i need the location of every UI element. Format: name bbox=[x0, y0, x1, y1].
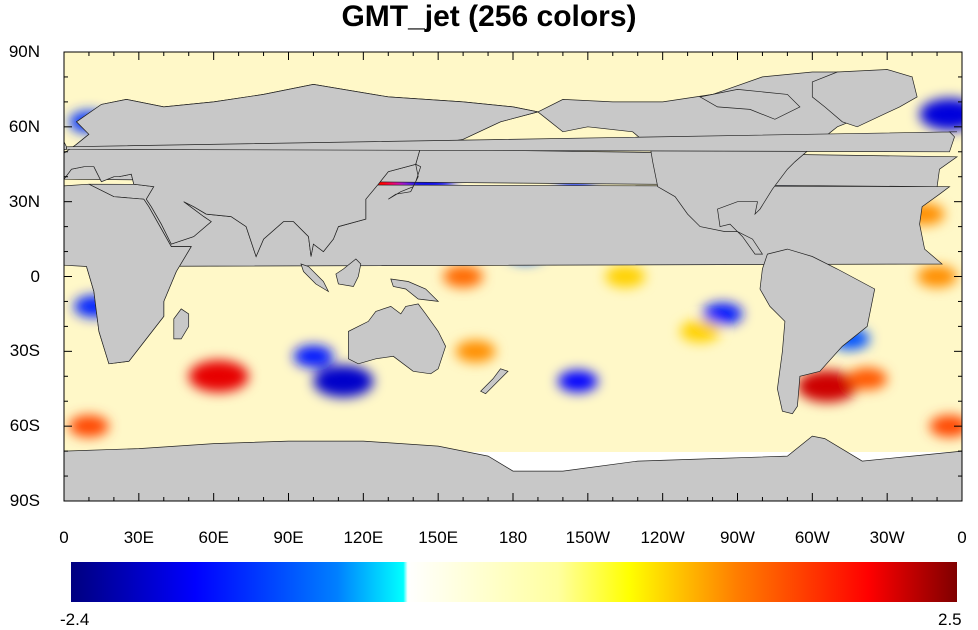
land-africa-wrap bbox=[64, 183, 192, 365]
anomaly-blob bbox=[293, 345, 334, 368]
land-borneo bbox=[335, 258, 362, 287]
land-new-guinea bbox=[390, 278, 440, 302]
lon-label: 90W bbox=[720, 528, 755, 547]
lat-label: 60S bbox=[9, 416, 40, 436]
lon-label: 0 bbox=[59, 528, 69, 547]
lon-label: 30E bbox=[123, 528, 154, 547]
land-sumatra bbox=[300, 263, 330, 293]
chart-title: GMT_jet (256 colors) bbox=[341, 0, 637, 33]
lon-label: 150W bbox=[565, 528, 611, 547]
anomaly-blob bbox=[702, 302, 743, 325]
land-masses bbox=[64, 69, 962, 501]
lat-label: 90S bbox=[9, 491, 40, 510]
land-eurasia-wrap bbox=[64, 84, 538, 258]
anomaly-blob bbox=[557, 370, 598, 393]
lat-label: 60N bbox=[8, 116, 40, 136]
land-north-america bbox=[537, 71, 913, 255]
lat-label: 90N bbox=[8, 42, 40, 61]
lon-label: 180 bbox=[498, 528, 528, 547]
anomaly-blob bbox=[605, 265, 646, 288]
anomaly-blob bbox=[443, 265, 484, 288]
colorbar-gradient bbox=[71, 562, 957, 602]
anomaly-blob bbox=[313, 365, 374, 398]
land-baffin-archipelago bbox=[699, 89, 801, 120]
anomaly-blob bbox=[680, 320, 721, 343]
axis-ticks bbox=[63, 51, 963, 502]
land-south-america bbox=[759, 248, 876, 415]
land-australia bbox=[348, 303, 446, 375]
land-antarctica bbox=[64, 435, 962, 501]
land-greenland bbox=[811, 69, 918, 128]
lon-label: 60W bbox=[794, 528, 830, 547]
land-new-zealand bbox=[480, 368, 509, 395]
land-britain-wrap bbox=[64, 141, 67, 151]
lon-label: 30W bbox=[869, 528, 905, 547]
anomaly-blob bbox=[188, 360, 249, 393]
anomaly-blob bbox=[797, 370, 858, 403]
anomaly-blob bbox=[455, 340, 496, 363]
anomaly-blob bbox=[68, 415, 109, 438]
anomaly-blob bbox=[919, 98, 962, 131]
anomaly-blob bbox=[929, 415, 962, 438]
lon-label: 0 bbox=[957, 528, 967, 547]
lat-label: 0 bbox=[30, 266, 40, 286]
lon-label: 120E bbox=[343, 528, 384, 547]
colorbar-max-label: 2.5 bbox=[938, 610, 962, 629]
lat-label: 30S bbox=[9, 341, 40, 361]
land-japan bbox=[388, 163, 422, 200]
colorbar-min-label: -2.4 bbox=[60, 610, 90, 629]
lon-label: 60E bbox=[198, 528, 229, 547]
lat-label: 30N bbox=[8, 191, 40, 211]
anomaly-blob bbox=[847, 367, 888, 390]
lon-label: 90E bbox=[273, 528, 304, 547]
lon-label: 150E bbox=[418, 528, 459, 547]
lon-label: 120W bbox=[640, 528, 685, 547]
land-madagascar bbox=[173, 308, 190, 340]
anomaly-blob bbox=[917, 265, 958, 288]
